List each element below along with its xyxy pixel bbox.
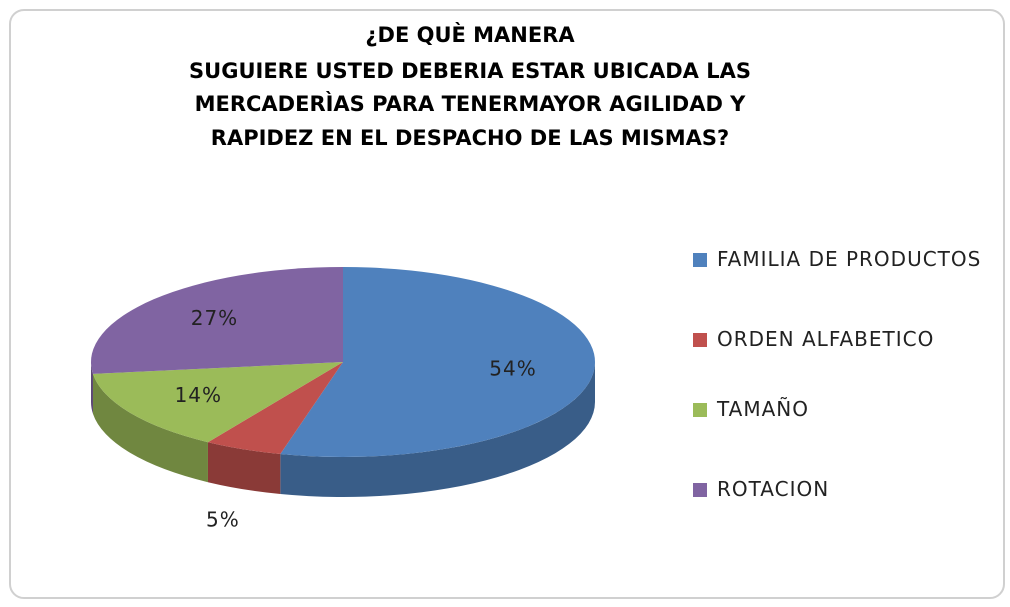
data-label: 14% [175,383,222,407]
chart-title-line: RAPIDEZ EN EL DESPACHO DE LAS MISMAS? [211,126,729,150]
chart-title-line: ¿DE QUÈ MANERA [365,22,575,47]
legend-item: ROTACION [693,474,982,504]
legend-item: FAMILIA DE PRODUCTOS [693,244,982,274]
pie-slice [207,362,343,455]
pie-slice [92,362,344,443]
chart-title-line: SUGUIERE USTED DEBERIA ESTAR UBICADA LAS [189,59,751,83]
pie-slice-side [92,373,208,483]
title: ¿DE QUÈ MANERA SUGUIERE USTED DEBERIA EST… [189,22,751,150]
legend-label: ROTACION [717,477,830,501]
pie-tops [91,267,595,457]
data-label: 27% [191,306,238,330]
legend-item: TAMAÑO [693,394,982,424]
pie-slice-side [280,362,595,497]
value-labels: 54% 5% 14% 27% [175,306,536,532]
pie-slice [91,267,343,374]
pie-slice [280,267,595,457]
pie-slice-side [91,362,93,414]
legend-swatch [693,333,707,347]
legend-label: ORDEN ALFABETICO [717,327,935,351]
legend-label: FAMILIA DE PRODUCTOS [717,247,982,271]
legend-label: TAMAÑO [717,397,809,421]
legend-swatch [693,483,707,497]
chart-title-line: MERCADERÌAS PARA TENERMAYOR AGILIDAD Y [195,91,747,116]
legend-swatch [693,403,707,417]
data-label: 5% [206,507,240,531]
legend-swatch [693,253,707,267]
data-label: 54% [489,357,536,381]
pie-sides [91,362,595,497]
pie-slice-side [207,442,281,495]
legend-item: ORDEN ALFABETICO [693,324,982,354]
